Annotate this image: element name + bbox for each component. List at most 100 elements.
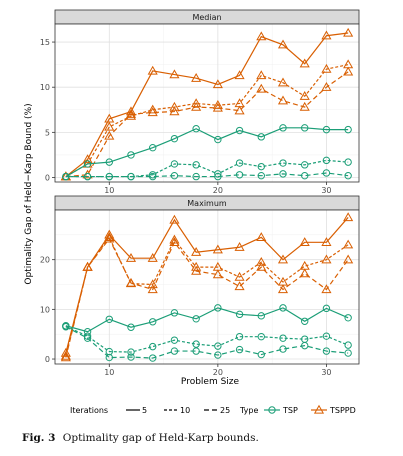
data-point [299,58,310,68]
data-point [212,102,223,112]
data-point [125,110,137,120]
data-point [257,350,265,359]
data-point [62,172,70,181]
data-point [343,212,354,222]
legend-label-iterations-25: 25 [220,406,230,415]
data-point [125,252,137,262]
data-point [147,252,158,262]
data-point [279,170,287,178]
data-point [191,72,202,82]
data-point [321,284,332,294]
series-line [65,32,349,178]
data-point [127,323,135,331]
legend-type-title: Type [239,406,258,415]
data-point [321,81,332,91]
data-point [104,233,115,243]
data-point [170,336,179,344]
data-point [147,279,158,289]
data-point [279,345,287,353]
y-tick-label: 10 [40,83,50,92]
legend-key-marker-tsp [268,406,276,414]
data-point [257,171,265,180]
data-point [343,27,354,37]
data-point [214,135,222,144]
series-tsppd-25 [60,66,354,181]
data-point [301,171,309,180]
data-point [322,156,331,165]
data-point [147,107,158,117]
data-point [212,244,223,254]
data-point [257,162,265,171]
data-point [279,159,287,167]
data-point [322,304,331,313]
data-point [322,347,331,355]
data-point [127,353,135,361]
data-point [301,317,309,325]
data-point [170,171,179,180]
data-point [104,232,115,241]
data-point [277,284,289,294]
y-tick-label: 10 [40,305,50,314]
data-point [279,334,287,342]
data-point [234,70,245,80]
data-point [147,104,158,114]
data-point [191,265,202,275]
data-point [344,349,352,357]
data-point [277,39,289,49]
legend-label-iterations-5: 5 [142,406,147,415]
data-point [235,332,244,341]
data-point [256,232,267,241]
data-point [277,254,289,264]
caption-text: Optimality gap of Held-Karp bounds. [62,432,259,444]
x-tick-label: 10 [104,368,114,377]
data-point [212,269,223,279]
data-point [344,158,352,166]
data-point [343,254,354,264]
data-point [127,348,135,356]
data-point [149,172,157,181]
data-point [104,130,115,140]
data-point [149,318,157,326]
data-point [279,124,287,132]
series-line [65,236,349,357]
data-point [149,143,157,152]
y-tick-label: 20 [40,256,50,265]
data-point [344,314,352,322]
data-point [214,172,222,181]
data-point [170,134,179,143]
data-point [301,124,309,132]
data-point [125,109,137,118]
data-point [169,237,180,246]
panel-strip-title: Median [192,13,221,22]
data-point [257,133,265,141]
x-tick-label: 20 [213,186,223,195]
data-point [322,169,331,177]
data-point [321,30,332,40]
data-point [299,237,310,246]
panel-maximum: Maximum 10 20 30 0 10 20 [40,195,360,377]
data-point [169,101,180,111]
data-point [147,65,158,75]
data-point [235,310,244,319]
legend-label-tsppd: TSPPD [329,406,356,415]
data-point [299,91,310,100]
plot-background [55,210,359,364]
data-point [105,158,113,166]
data-point [191,261,202,271]
data-point [234,105,245,115]
y-tick-label: 0 [45,355,50,364]
data-point [234,281,245,291]
data-point [127,172,135,181]
data-point [235,345,244,354]
panel-border [54,23,360,183]
data-point [192,340,200,348]
legend-key-marker-tsppd [313,404,325,414]
data-point [344,125,352,134]
y-tick-label: 15 [40,38,50,47]
data-point [234,271,245,281]
data-point [191,247,202,256]
data-point [344,341,352,349]
data-point [192,172,200,181]
data-point [62,323,70,331]
data-point [170,309,179,317]
